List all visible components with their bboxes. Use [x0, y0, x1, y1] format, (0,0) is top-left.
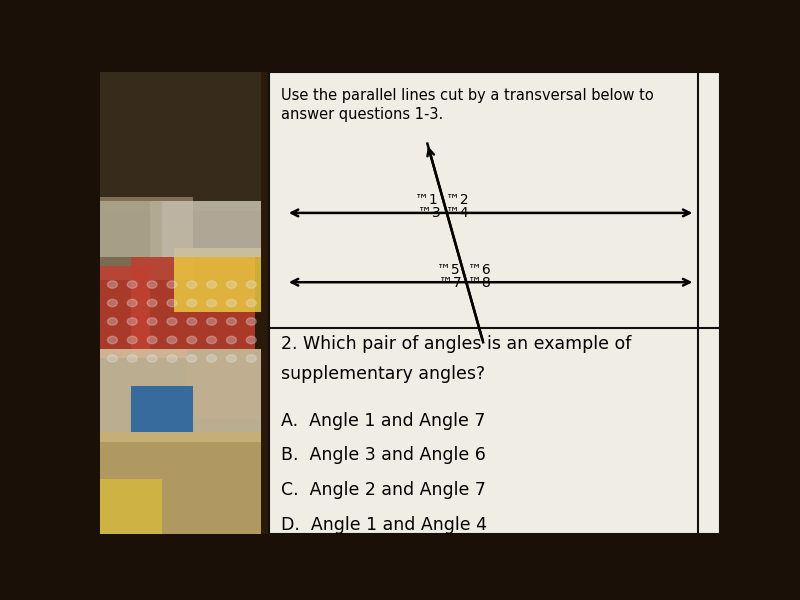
Circle shape — [246, 281, 256, 288]
Text: ™2: ™2 — [446, 193, 469, 206]
FancyBboxPatch shape — [100, 433, 262, 534]
Circle shape — [206, 281, 217, 288]
FancyBboxPatch shape — [187, 349, 262, 419]
FancyBboxPatch shape — [100, 349, 262, 442]
Circle shape — [206, 299, 217, 307]
Circle shape — [226, 336, 237, 344]
Circle shape — [127, 336, 138, 344]
Circle shape — [127, 281, 138, 288]
Circle shape — [127, 318, 138, 325]
Circle shape — [167, 355, 177, 362]
FancyBboxPatch shape — [131, 257, 255, 358]
Text: answer questions 1-3.: answer questions 1-3. — [281, 107, 443, 122]
Circle shape — [107, 336, 118, 344]
Circle shape — [147, 318, 157, 325]
Circle shape — [127, 355, 138, 362]
Circle shape — [206, 336, 217, 344]
Circle shape — [186, 318, 197, 325]
FancyBboxPatch shape — [100, 202, 162, 257]
Text: B.  Angle 3 and Angle 6: B. Angle 3 and Angle 6 — [281, 446, 486, 464]
Circle shape — [127, 299, 138, 307]
Text: ™3: ™3 — [418, 206, 440, 220]
Circle shape — [107, 281, 118, 288]
FancyBboxPatch shape — [131, 386, 193, 433]
Text: D.  Angle 1 and Angle 4: D. Angle 1 and Angle 4 — [281, 515, 487, 533]
Circle shape — [167, 336, 177, 344]
FancyBboxPatch shape — [174, 248, 262, 312]
Circle shape — [246, 355, 256, 362]
Circle shape — [147, 281, 157, 288]
Circle shape — [107, 355, 118, 362]
Circle shape — [226, 299, 237, 307]
Circle shape — [246, 336, 256, 344]
Circle shape — [167, 281, 177, 288]
Text: ™6: ™6 — [468, 263, 490, 277]
FancyBboxPatch shape — [269, 72, 720, 534]
Circle shape — [167, 299, 177, 307]
Circle shape — [226, 318, 237, 325]
FancyBboxPatch shape — [100, 72, 269, 534]
Text: A.  Angle 1 and Angle 7: A. Angle 1 and Angle 7 — [281, 412, 486, 430]
FancyBboxPatch shape — [100, 197, 193, 280]
FancyBboxPatch shape — [100, 479, 162, 534]
Text: ™8: ™8 — [468, 276, 490, 290]
Circle shape — [226, 355, 237, 362]
Text: C.  Angle 2 and Angle 7: C. Angle 2 and Angle 7 — [281, 481, 486, 499]
Text: ™4: ™4 — [446, 206, 469, 220]
Circle shape — [186, 299, 197, 307]
Circle shape — [206, 355, 217, 362]
Circle shape — [107, 318, 118, 325]
Text: ™1: ™1 — [415, 193, 438, 206]
Circle shape — [186, 355, 197, 362]
Circle shape — [107, 299, 118, 307]
Text: ™7: ™7 — [439, 276, 462, 290]
Text: ™5: ™5 — [437, 263, 459, 277]
FancyBboxPatch shape — [150, 202, 262, 257]
FancyBboxPatch shape — [100, 72, 262, 211]
Circle shape — [186, 281, 197, 288]
Text: supplementary angles?: supplementary angles? — [281, 365, 485, 383]
Circle shape — [246, 318, 256, 325]
Circle shape — [226, 281, 237, 288]
Circle shape — [147, 299, 157, 307]
Text: Use the parallel lines cut by a transversal below to: Use the parallel lines cut by a transver… — [281, 88, 654, 103]
Text: 2. Which pair of angles is an example of: 2. Which pair of angles is an example of — [281, 335, 631, 353]
Circle shape — [167, 318, 177, 325]
Circle shape — [186, 336, 197, 344]
FancyBboxPatch shape — [100, 266, 150, 358]
Circle shape — [147, 355, 157, 362]
Circle shape — [246, 299, 256, 307]
Circle shape — [206, 318, 217, 325]
Circle shape — [147, 336, 157, 344]
